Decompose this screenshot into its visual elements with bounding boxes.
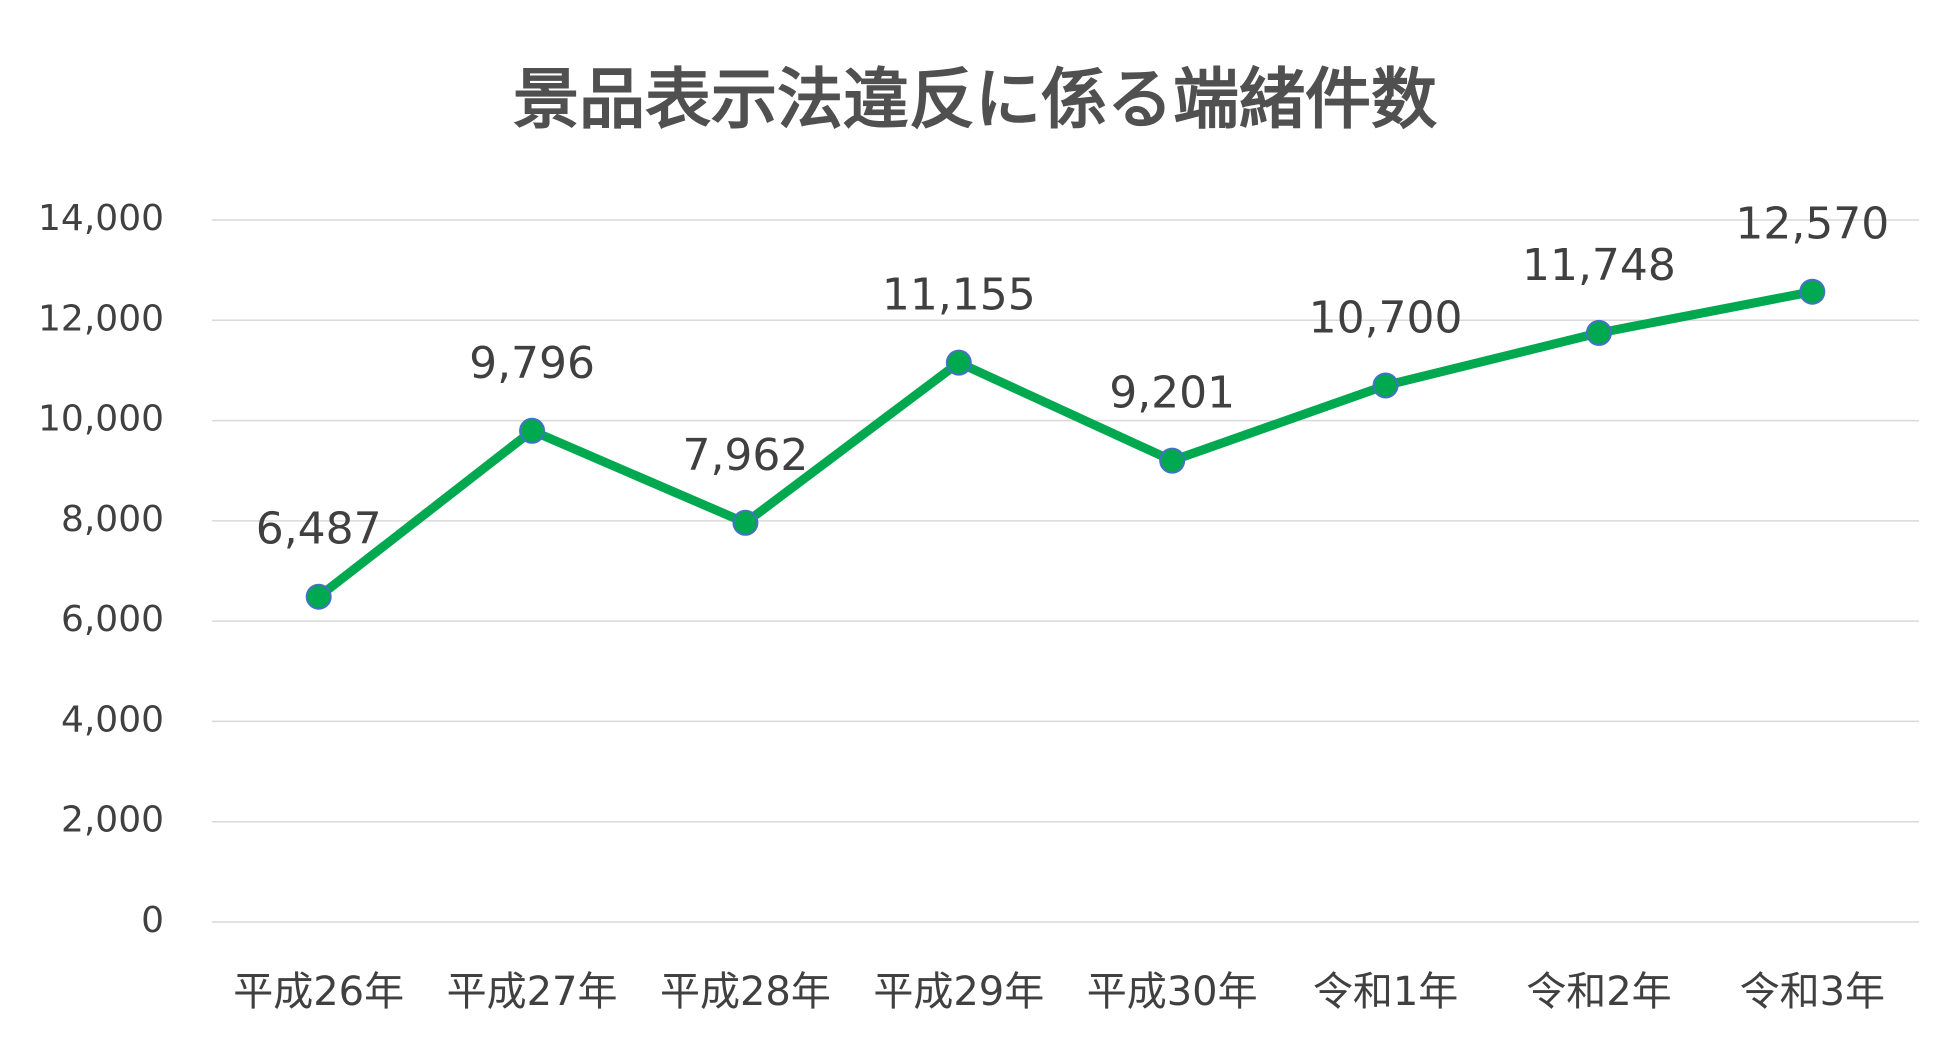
y-tick-label: 14,000 [38,198,164,239]
x-tick-label: 平成26年 [233,969,404,1015]
marker [945,349,972,376]
y-tick-label: 10,000 [38,399,164,440]
marker [1372,372,1399,399]
data-label: 12,570 [1735,199,1889,250]
data-label: 7,962 [682,430,808,481]
y-tick-label: 2,000 [61,800,164,841]
y-tick-label: 12,000 [38,298,164,339]
x-tick-label: 平成27年 [447,969,618,1015]
y-tick-label: 0 [141,900,164,941]
marker [1159,447,1186,474]
marker [1585,319,1612,346]
x-tick-label: 令和1年 [1313,969,1458,1015]
x-tick-label: 令和2年 [1526,969,1671,1015]
data-label: 9,201 [1109,368,1235,419]
chart-title: 景品表示法違反に係る端緒件数 [513,61,1437,138]
data-label: 11,748 [1522,240,1676,291]
x-tick-label: 平成30年 [1087,969,1258,1015]
data-label: 11,155 [882,270,1036,321]
data-label: 6,487 [256,504,382,555]
y-tick-label: 8,000 [61,499,164,540]
y-tick-label: 4,000 [61,699,164,740]
marker [305,583,332,610]
marker [1799,278,1826,305]
x-tick-label: 平成28年 [660,969,831,1015]
marker [732,509,759,536]
y-tick-label: 6,000 [61,599,164,640]
marker [519,417,546,444]
x-tick-label: 令和3年 [1740,969,1885,1015]
data-label: 9,796 [469,338,595,389]
x-tick-label: 平成29年 [873,969,1044,1015]
data-line [315,287,1814,601]
data-label: 10,700 [1309,292,1463,343]
